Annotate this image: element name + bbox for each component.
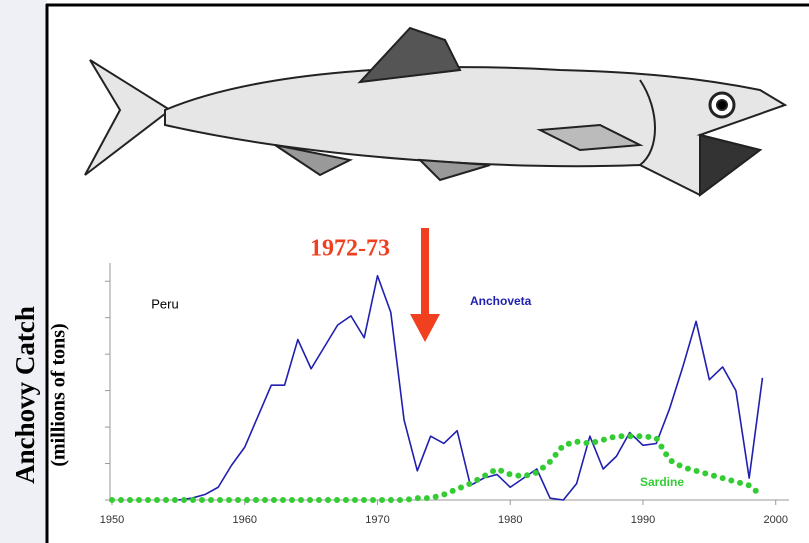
sardine-line (109, 433, 766, 503)
fish-mouth (699, 133, 763, 197)
x-tick-label: 1960 (233, 514, 257, 526)
arrow-shaft (421, 228, 429, 316)
event-label: 1972-73 (310, 236, 390, 262)
fish-tail (84, 59, 172, 176)
fish-pupil (716, 99, 728, 111)
region-label: Peru (151, 296, 178, 311)
series-label: Sardine (640, 475, 684, 489)
fish-dorsal-fin (357, 26, 462, 84)
x-tick-label: 1970 (365, 514, 389, 526)
arrow-head (410, 314, 440, 342)
fish-body (164, 66, 788, 197)
event-arrow (410, 228, 440, 342)
series-label: Anchoveta (470, 294, 532, 308)
y-axis-sublabel: (millions of tons) (48, 323, 70, 466)
fish-pectoral-fin (536, 123, 644, 152)
side-strip (0, 0, 47, 543)
x-tick-label: 1990 (631, 514, 655, 526)
fish-pelvic-fin (274, 144, 354, 177)
fish-drawing (84, 26, 788, 197)
fish-gill (639, 79, 656, 166)
x-tick-label: 1950 (100, 514, 124, 526)
y-axis-label: Anchovy Catch (10, 306, 40, 484)
x-tick-label: 1980 (498, 514, 522, 526)
fish-anal-fin (417, 158, 491, 182)
x-tick-label: 2000 (763, 514, 787, 526)
anchoveta-line (178, 274, 764, 501)
